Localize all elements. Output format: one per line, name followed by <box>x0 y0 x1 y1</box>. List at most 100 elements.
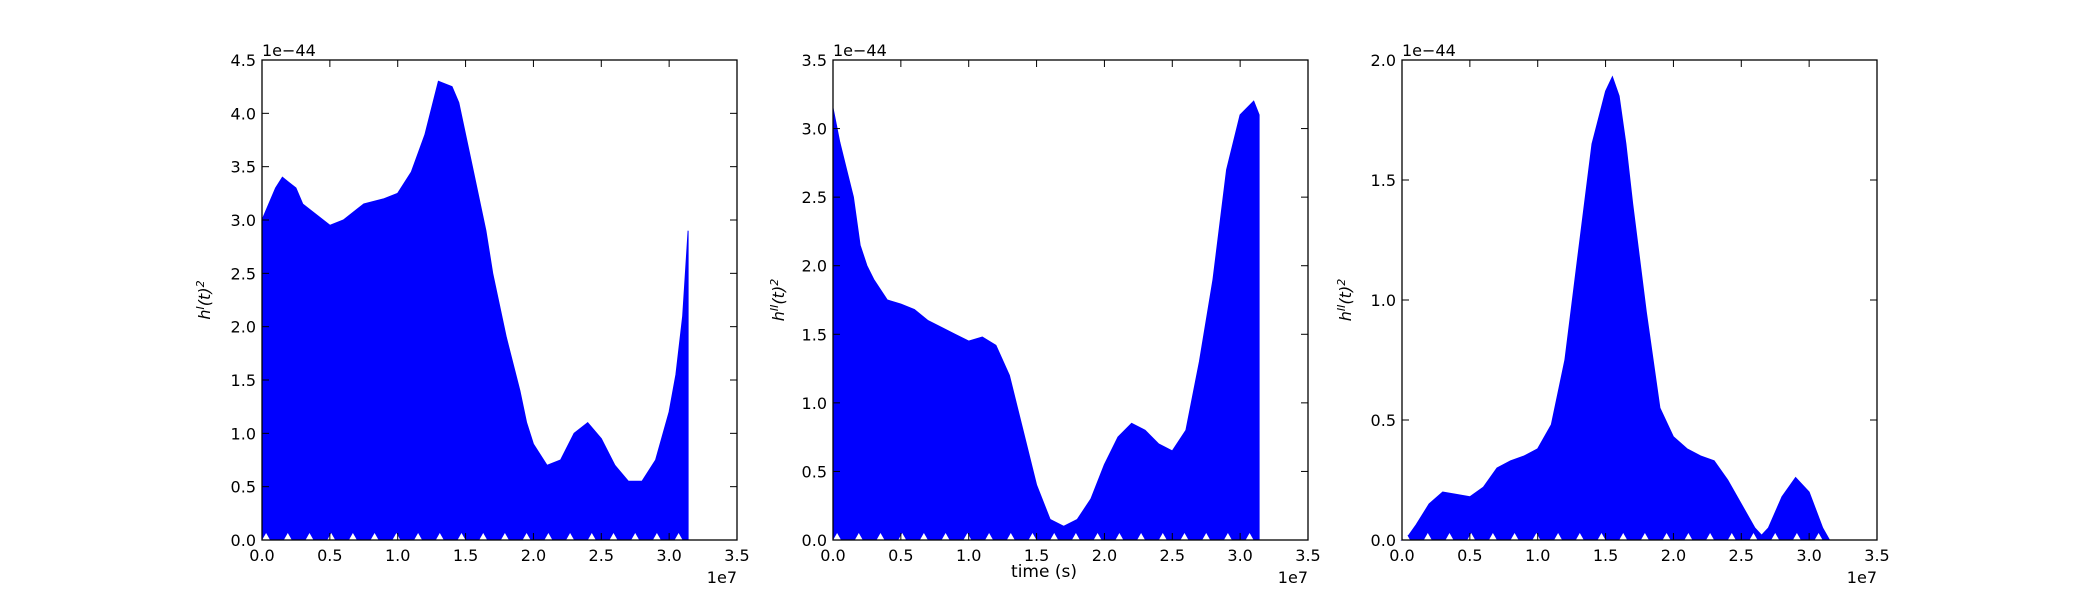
baseline-notch <box>283 533 292 540</box>
baseline-notch <box>1423 533 1432 540</box>
x-tick-label: 2.5 <box>1729 546 1754 565</box>
y-tick-label: 1.0 <box>231 424 256 443</box>
baseline-notch <box>1028 533 1037 540</box>
y-tick-label: 3.5 <box>802 51 827 70</box>
baseline-notch <box>1640 533 1649 540</box>
y-tick-label: 2.5 <box>802 188 827 207</box>
baseline-notch <box>941 533 950 540</box>
baseline-notch <box>898 533 907 540</box>
y-tick-label: 1.0 <box>802 394 827 413</box>
baseline-notch <box>1814 533 1823 540</box>
baseline-notch <box>1575 533 1584 540</box>
y-tick-label: 0.5 <box>1371 411 1396 430</box>
baseline-notch <box>1445 533 1454 540</box>
plot-area <box>1400 75 1831 541</box>
baseline-notch <box>1006 533 1015 540</box>
baseline-notch <box>544 533 553 540</box>
y-tick-label: 0.0 <box>802 531 827 550</box>
y-tick-label: 0.0 <box>1371 531 1396 550</box>
baseline-notch <box>327 533 336 540</box>
baseline-notch <box>1706 533 1715 540</box>
x-tick-label: 0.0 <box>1389 546 1414 565</box>
x-tick-label: 0.0 <box>249 546 274 565</box>
subplot-right: 0.0 0.5 1.0 1.5 2.0 2.5 3.0 3.50.00.51.01.52.0 … <box>1335 41 1890 587</box>
baseline-notch <box>392 533 401 540</box>
x-axis-label: time (s) <box>1011 562 1077 582</box>
baseline-notch <box>1749 533 1758 540</box>
baseline-notch <box>1402 533 1411 540</box>
baseline-notch <box>674 533 683 540</box>
subplot-middle: 0.0 0.5 1.0 1.5 2.0 2.5 3.0 3.5 0.0 0.5 1.0 1.5 2.0 2… <box>768 41 1321 587</box>
baseline-notch <box>500 533 509 540</box>
x-offset-label: 1e7 <box>1847 568 1877 587</box>
baseline-notch <box>348 533 357 540</box>
series-area <box>832 100 1260 541</box>
y-axis-label: hII(t)2 <box>1335 279 1356 321</box>
y-tick-label: 0.0 <box>231 531 256 550</box>
baseline-notch <box>435 533 444 540</box>
y-tick-label: 1.5 <box>231 371 256 390</box>
x-tick-label: 0.5 <box>317 546 342 565</box>
y-tick-label: 2.0 <box>1371 51 1396 70</box>
baseline-notch <box>963 533 972 540</box>
baseline-notch <box>1202 533 1211 540</box>
x-offset-label: 1e7 <box>1278 568 1308 587</box>
y-tick-label: 4.0 <box>231 104 256 123</box>
x-tick-label: 3.5 <box>1295 546 1320 565</box>
y-tick-label: 4.5 <box>231 51 256 70</box>
baseline-notch <box>1792 533 1801 540</box>
y-tick-label: 0.5 <box>231 478 256 497</box>
y-axis-label: hI(t)2 <box>194 280 215 319</box>
ticks: 0.0 0.5 1.0 1.5 2.0 2.5 3.0 3.5 0.0 0.5 1.0 1.5 2.0 <box>1371 51 1890 565</box>
baseline-notch <box>479 533 488 540</box>
y-tick-label: 2.5 <box>231 264 256 283</box>
baseline-notch <box>1115 533 1124 540</box>
baseline-notch <box>1467 533 1476 540</box>
x-tick-label: 1.5 <box>1024 546 1049 565</box>
baseline-notch <box>1050 533 1059 540</box>
baseline-notch <box>652 533 661 540</box>
baseline-notch <box>566 533 575 540</box>
y-tick-label: 1.5 <box>802 325 827 344</box>
x-tick-label: 2.5 <box>589 546 614 565</box>
axes-frame <box>261 59 738 541</box>
baseline-notch <box>1771 533 1780 540</box>
series-area <box>261 80 689 541</box>
y-offset-label: 1e−44 <box>262 41 316 60</box>
baseline-notch <box>1137 533 1146 540</box>
x-tick-label: 3.0 <box>1796 546 1821 565</box>
baseline-notch <box>1684 533 1693 540</box>
plot-area <box>832 100 1260 541</box>
baseline-notch <box>1727 533 1736 540</box>
axes-frame <box>832 59 1309 541</box>
baseline-notch <box>1597 533 1606 540</box>
x-tick-label: 0.5 <box>888 546 913 565</box>
baseline-notch <box>1158 533 1167 540</box>
x-tick-label: 0.5 <box>1457 546 1482 565</box>
subplot-left: 0.0 0.5 1.0 1.5 2.0 2.5 3.0 3.5 0.0 0.5 1.0 1.5 2.0 2… <box>194 41 750 587</box>
x-tick-label: 3.5 <box>724 546 749 565</box>
baseline-notch <box>631 533 640 540</box>
ticks: 0.0 0.5 1.0 1.5 2.0 2.5 3.0 3.5 0.0 0.5 1.0 1.5 2.0 2… <box>802 51 1321 565</box>
x-tick-label: 3.0 <box>656 546 681 565</box>
baseline-notch <box>522 533 531 540</box>
x-tick-label: 1.0 <box>1525 546 1550 565</box>
baseline-notch <box>1662 533 1671 540</box>
x-offset-label: 1e7 <box>707 568 737 587</box>
baseline-notch <box>1223 533 1232 540</box>
baseline-notch <box>919 533 928 540</box>
y-axis-label: hII(t)2 <box>768 279 789 321</box>
x-tick-label: 2.5 <box>1160 546 1185 565</box>
series-area <box>1400 75 1831 541</box>
y-tick-label: 2.0 <box>802 257 827 276</box>
y-offset-label: 1e−44 <box>833 41 887 60</box>
x-tick-label: 1.5 <box>453 546 478 565</box>
plot-area <box>261 80 689 541</box>
baseline-notch <box>1093 533 1102 540</box>
y-tick-label: 3.5 <box>231 158 256 177</box>
baseline-notch <box>414 533 423 540</box>
x-tick-label: 3.0 <box>1227 546 1252 565</box>
x-tick-label: 2.0 <box>1092 546 1117 565</box>
x-tick-label: 1.0 <box>956 546 981 565</box>
baseline-notch <box>1510 533 1519 540</box>
